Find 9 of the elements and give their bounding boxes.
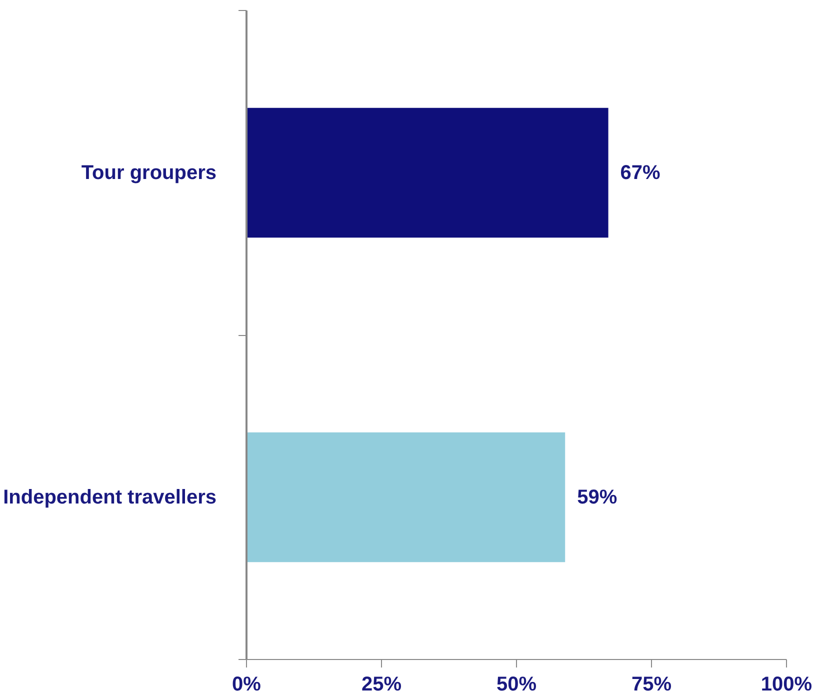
x-tick-label: 25% [361, 674, 402, 696]
x-tick-label: 0% [232, 674, 262, 696]
y-tick-label: Independent travellers [3, 486, 217, 508]
x-tick-label: 50% [496, 674, 537, 696]
data-label: 59% [577, 486, 618, 508]
x-tick-label: 75% [631, 674, 672, 696]
y-tick-label: Tour groupers [81, 162, 216, 184]
data-label: 67% [620, 162, 661, 184]
x-tick-label: 100% [760, 674, 812, 696]
